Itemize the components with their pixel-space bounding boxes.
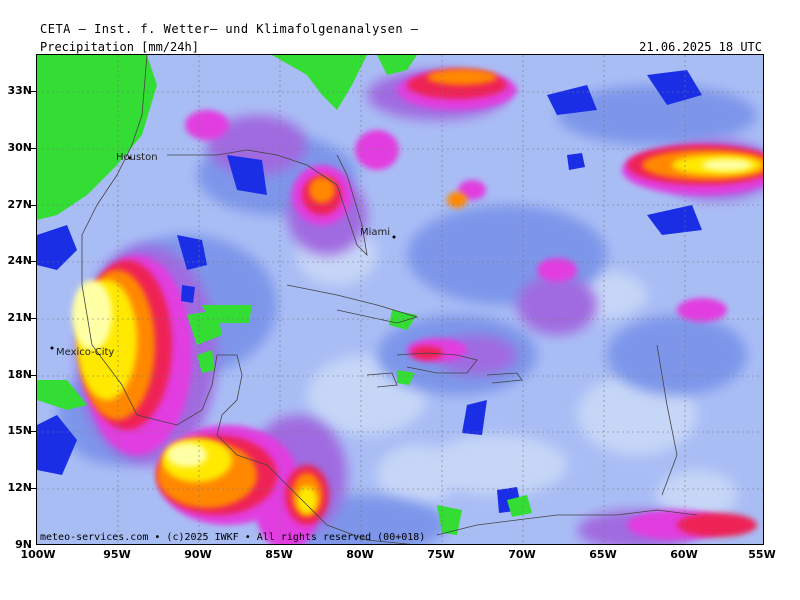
lon-label-65w: 65W [589, 548, 617, 561]
lon-label-55w: 55W [748, 548, 776, 561]
city-markers [50, 156, 396, 350]
coastlines [81, 55, 698, 544]
lat-tick [30, 261, 36, 262]
map-title: CETA – Inst. f. Wetter– und Klimafolgena… [40, 22, 419, 36]
parameter-label: Precipitation [mm/24h] [40, 40, 199, 54]
lat-label-21n: 21N [7, 311, 32, 324]
houston-marker [128, 156, 132, 160]
lon-label-75w: 75W [427, 548, 455, 561]
lon-label-70w: 70W [508, 548, 536, 561]
precipitation-map [36, 54, 764, 545]
lat-tick [30, 91, 36, 92]
copyright-credit: meteo-services.com • (c)2025 IWKF • All … [40, 532, 426, 543]
lat-label-27n: 27N [7, 198, 32, 211]
lon-label-80w: 80W [346, 548, 374, 561]
lat-label-15n: 15N [7, 424, 32, 437]
miami-marker [392, 235, 396, 239]
lon-label-95w: 95W [103, 548, 131, 561]
lat-label-33n: 33N [7, 84, 32, 97]
city-label-mexico-city: Mexico-City [56, 347, 115, 358]
lat-label-30n: 30N [7, 141, 32, 154]
city-label-miami: Miami [360, 227, 391, 238]
graticule [37, 55, 763, 544]
lat-tick [30, 148, 36, 149]
map-canvas [37, 55, 763, 544]
deep-blue-areas [37, 70, 702, 513]
lon-label-100w: 100W [20, 548, 56, 561]
lat-tick [30, 488, 36, 489]
valid-time: 21.06.2025 18 UTC [639, 40, 762, 54]
dry-land [37, 55, 532, 535]
city-label-houston: Houston [116, 152, 158, 163]
lat-label-24n: 24N [7, 254, 32, 267]
lat-label-18n: 18N [7, 368, 32, 381]
lat-tick [30, 205, 36, 206]
lat-tick [30, 431, 36, 432]
pale-yellow-areas [72, 159, 752, 467]
mexico-city-marker [50, 346, 54, 350]
lon-label-60w: 60W [670, 548, 698, 561]
lat-label-12n: 12N [7, 481, 32, 494]
lat-tick [30, 318, 36, 319]
lon-label-90w: 90W [184, 548, 212, 561]
lat-tick [30, 375, 36, 376]
lon-label-85w: 85W [265, 548, 293, 561]
lat-label-9n: 9N [15, 538, 32, 551]
